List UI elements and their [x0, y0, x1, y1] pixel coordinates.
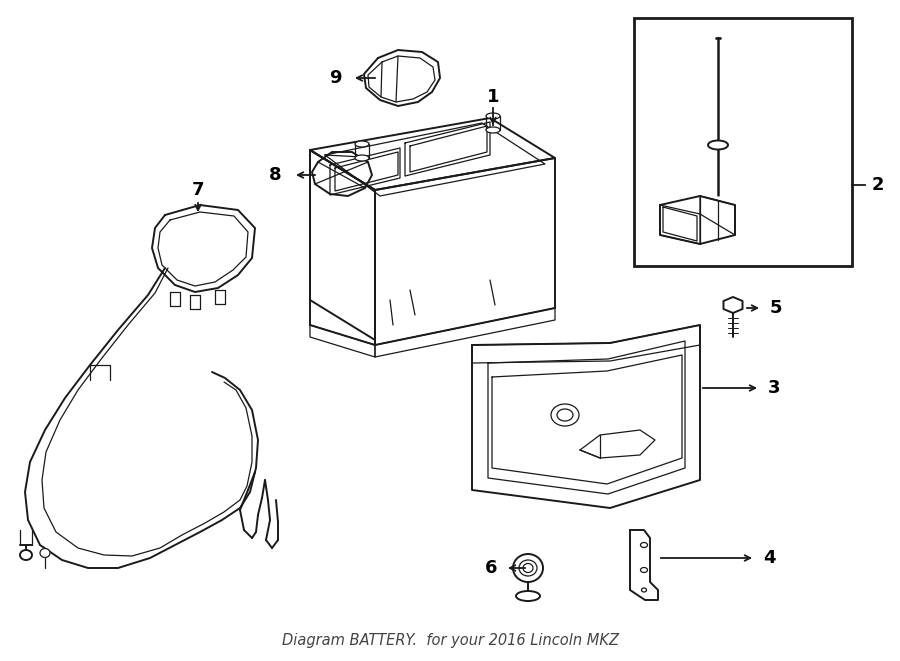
Text: 2: 2 — [872, 176, 885, 194]
Ellipse shape — [519, 560, 537, 576]
Ellipse shape — [523, 563, 533, 572]
Ellipse shape — [513, 554, 543, 582]
Ellipse shape — [551, 404, 579, 426]
Text: Diagram BATTERY.  for your 2016 Lincoln MKZ: Diagram BATTERY. for your 2016 Lincoln M… — [282, 633, 618, 648]
Ellipse shape — [20, 550, 32, 560]
Ellipse shape — [557, 409, 573, 421]
Ellipse shape — [355, 141, 369, 147]
Ellipse shape — [641, 568, 647, 572]
Ellipse shape — [355, 155, 369, 161]
Text: 5: 5 — [770, 299, 782, 317]
Ellipse shape — [516, 591, 540, 601]
Ellipse shape — [486, 127, 500, 133]
Text: 7: 7 — [192, 181, 204, 199]
Text: 3: 3 — [768, 379, 780, 397]
Ellipse shape — [642, 588, 646, 592]
Ellipse shape — [641, 543, 647, 547]
Text: 8: 8 — [269, 166, 282, 184]
Text: 6: 6 — [484, 559, 497, 577]
Bar — [634, 18, 852, 266]
Text: 4: 4 — [763, 549, 776, 567]
Text: 9: 9 — [329, 69, 342, 87]
Text: 1: 1 — [487, 88, 500, 106]
Ellipse shape — [708, 141, 728, 149]
Ellipse shape — [486, 113, 500, 119]
Ellipse shape — [40, 549, 50, 557]
